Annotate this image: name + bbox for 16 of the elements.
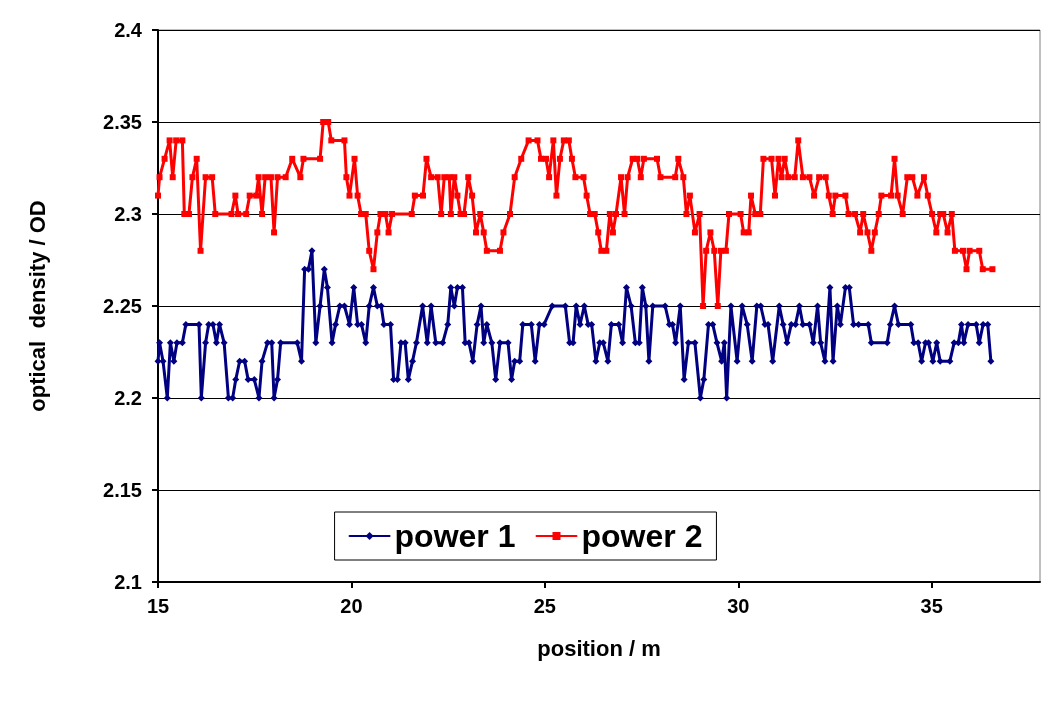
x-tick-label: 15: [146, 595, 170, 617]
x-tick-label: 30: [727, 595, 750, 617]
y-tick-label: 2.3: [114, 203, 142, 225]
legend-label: power 2: [581, 518, 703, 554]
x-tick-label: 20: [340, 595, 363, 617]
x-axis-title: position / m: [537, 635, 661, 661]
y-tick-label: 2.1: [114, 571, 142, 593]
y-tick-label: 2.15: [103, 479, 142, 501]
y-tick-label: 2.2: [114, 387, 142, 409]
y-axis-title: optical density / OD: [24, 200, 50, 412]
y-tick-label: 2.4: [114, 19, 143, 41]
x-tick-label: 35: [920, 595, 943, 617]
y-tick-label: 2.25: [103, 295, 142, 317]
x-tick-label: 25: [533, 595, 556, 617]
legend-label: power 1: [394, 518, 516, 554]
y-tick-label: 2.35: [103, 111, 142, 133]
